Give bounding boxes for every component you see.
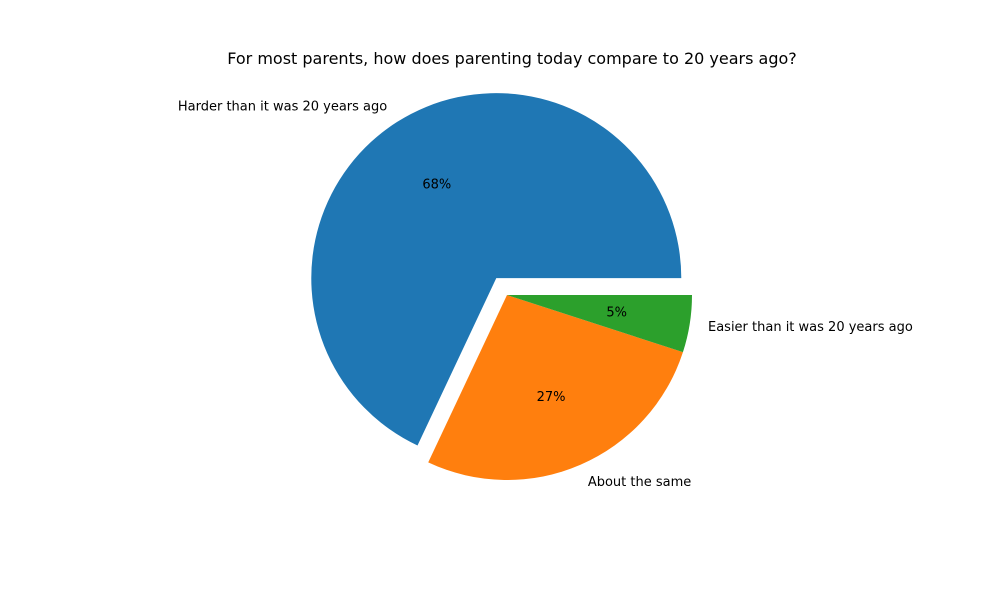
pct-label-easier: 5% xyxy=(606,305,627,320)
slice-label-easier: Easier than it was 20 years ago xyxy=(708,320,913,335)
slice-label-same: About the same xyxy=(588,475,691,490)
chart-title: For most parents, how does parenting tod… xyxy=(227,49,797,68)
pct-label-harder: 68% xyxy=(422,177,451,192)
pct-label-same: 27% xyxy=(537,390,566,405)
slice-label-harder: Harder than it was 20 years ago xyxy=(178,99,387,114)
pie-slices xyxy=(311,93,692,480)
